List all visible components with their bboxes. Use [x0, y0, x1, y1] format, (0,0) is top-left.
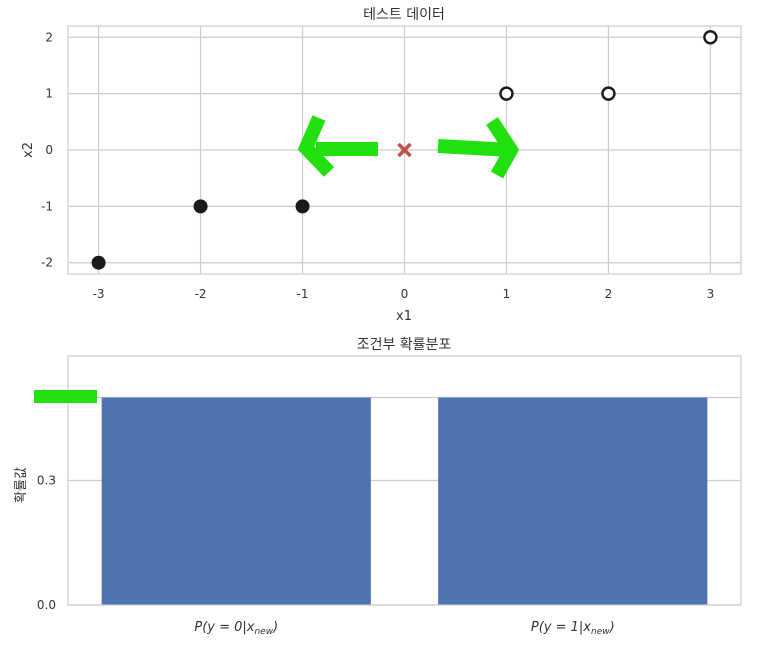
- x-tick-base: P: [531, 620, 539, 635]
- y-tick-label: 0.3: [37, 474, 56, 488]
- bar: [438, 397, 708, 605]
- scatter-title: 테스트 데이터: [363, 7, 445, 23]
- x-tick-end: ): [272, 620, 278, 635]
- filled-point: [295, 199, 310, 214]
- left-arrow-annotation: [297, 115, 378, 177]
- bar-x-ticks: P(y = 0|xnew) P(y = 1|xnew): [194, 620, 614, 637]
- y-tick-label: -2: [41, 256, 53, 270]
- filled-point: [193, 199, 208, 214]
- bars: [101, 397, 708, 605]
- x-tick-sub: new: [591, 627, 610, 637]
- x-tick-label: -1: [297, 287, 309, 301]
- scatter-plot-frame: [67, 25, 742, 275]
- x-tick-base: P: [194, 620, 202, 635]
- y-tick-label: 0.0: [37, 598, 56, 612]
- bar-chart: 조건부 확률분포 0.00.30.5 P(y = 0|xnew)P(y = 1|…: [14, 337, 742, 637]
- x-tick-label: 1: [503, 287, 511, 301]
- scatter-x-axis-label: x1: [396, 309, 412, 324]
- scatter-x-ticks: -3 -2 -1 0 1 2 3: [93, 287, 715, 301]
- scatter-y-axis-label: x2: [21, 142, 36, 158]
- x-tick-label: P(y = 1|xnew): [531, 620, 615, 637]
- scatter-points: [91, 30, 718, 270]
- bar-title: 조건부 확률분포: [357, 337, 452, 353]
- scatter-chart: 테스트 데이터 -3 -2 -1 0 1 2 3 2 1 0 -1 -2 x1 x2: [21, 7, 742, 324]
- highlight-mark-annotation: [34, 390, 97, 403]
- scatter-y-ticks: 2 1 0 -1 -2: [41, 30, 53, 269]
- x-tick-label: -2: [195, 287, 207, 301]
- bar: [101, 397, 371, 605]
- bar-y-ticks: 0.00.30.5: [37, 391, 56, 613]
- hollow-point: [499, 86, 514, 101]
- right-arrow-annotation: [437, 117, 520, 179]
- filled-point: [91, 255, 106, 270]
- x-tick-label: 3: [707, 287, 715, 301]
- x-tick-label: -3: [93, 287, 105, 301]
- arrow-annotations: [297, 115, 520, 179]
- x-tick-label: P(y = 0|xnew): [194, 620, 278, 637]
- x-tick-sub: new: [254, 627, 273, 637]
- bar-y-axis-label: 확률값: [14, 467, 29, 503]
- x-tick-label: 2: [605, 287, 613, 301]
- hollow-point: [601, 86, 616, 101]
- x-tick-end: ): [609, 620, 615, 635]
- hollow-point: [703, 30, 718, 45]
- y-tick-label: 2: [45, 30, 53, 44]
- x-marker-point: [397, 142, 412, 158]
- x-tick-mid: (y = 0|x: [202, 620, 255, 635]
- bar-plot-frame: [67, 355, 742, 606]
- y-tick-label: 1: [45, 87, 53, 101]
- y-tick-label: -1: [41, 199, 53, 213]
- y-tick-label: 0: [45, 143, 53, 157]
- x-tick-mid: (y = 1|x: [539, 620, 592, 635]
- x-tick-label: 0: [401, 287, 409, 301]
